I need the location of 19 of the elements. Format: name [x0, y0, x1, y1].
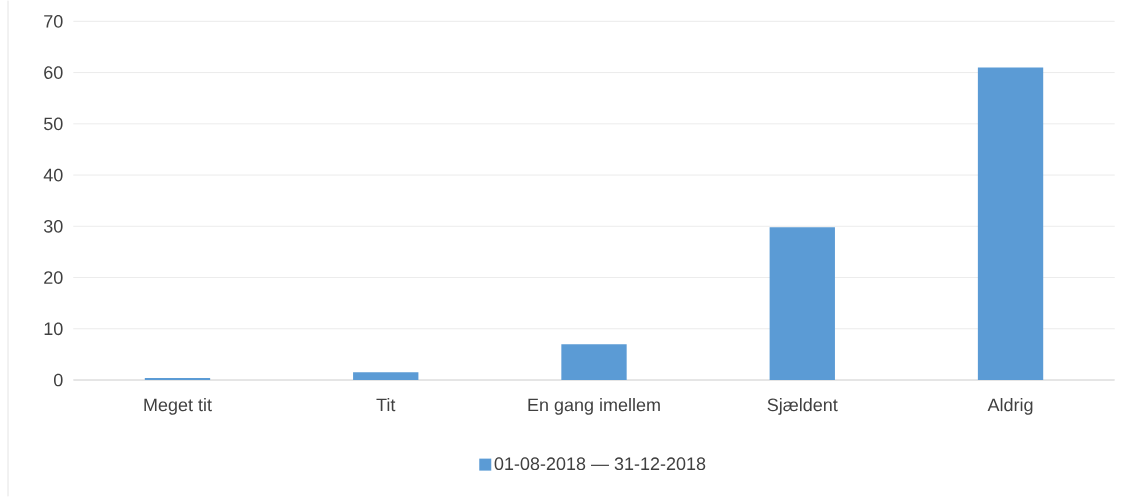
y-tick-label: 10 — [44, 322, 63, 336]
bar — [977, 67, 1044, 380]
y-tick-label: 40 — [43, 168, 63, 182]
y-tick-label: 60 — [44, 66, 63, 79]
y-tick-label: 0 — [53, 373, 63, 387]
y-tick-label: 70 — [44, 14, 63, 28]
y-tick-label: 30 — [43, 219, 63, 233]
x-tick-label: Meget tit — [144, 398, 212, 415]
x-tick-label: Sjældent — [767, 398, 838, 415]
y-tick-label: 50 — [43, 117, 63, 131]
bar — [769, 227, 835, 380]
x-tick-label: Aldrig — [987, 398, 1033, 415]
bar — [353, 372, 419, 380]
y-tick-label: 20 — [44, 271, 63, 284]
bar — [144, 377, 211, 380]
legend-label: 01-08-2018 — 31-12-2018 — [494, 457, 706, 471]
x-tick-label: En gang imellem — [528, 398, 660, 415]
bar — [561, 344, 627, 380]
x-tick-label: Tit — [376, 398, 396, 412]
